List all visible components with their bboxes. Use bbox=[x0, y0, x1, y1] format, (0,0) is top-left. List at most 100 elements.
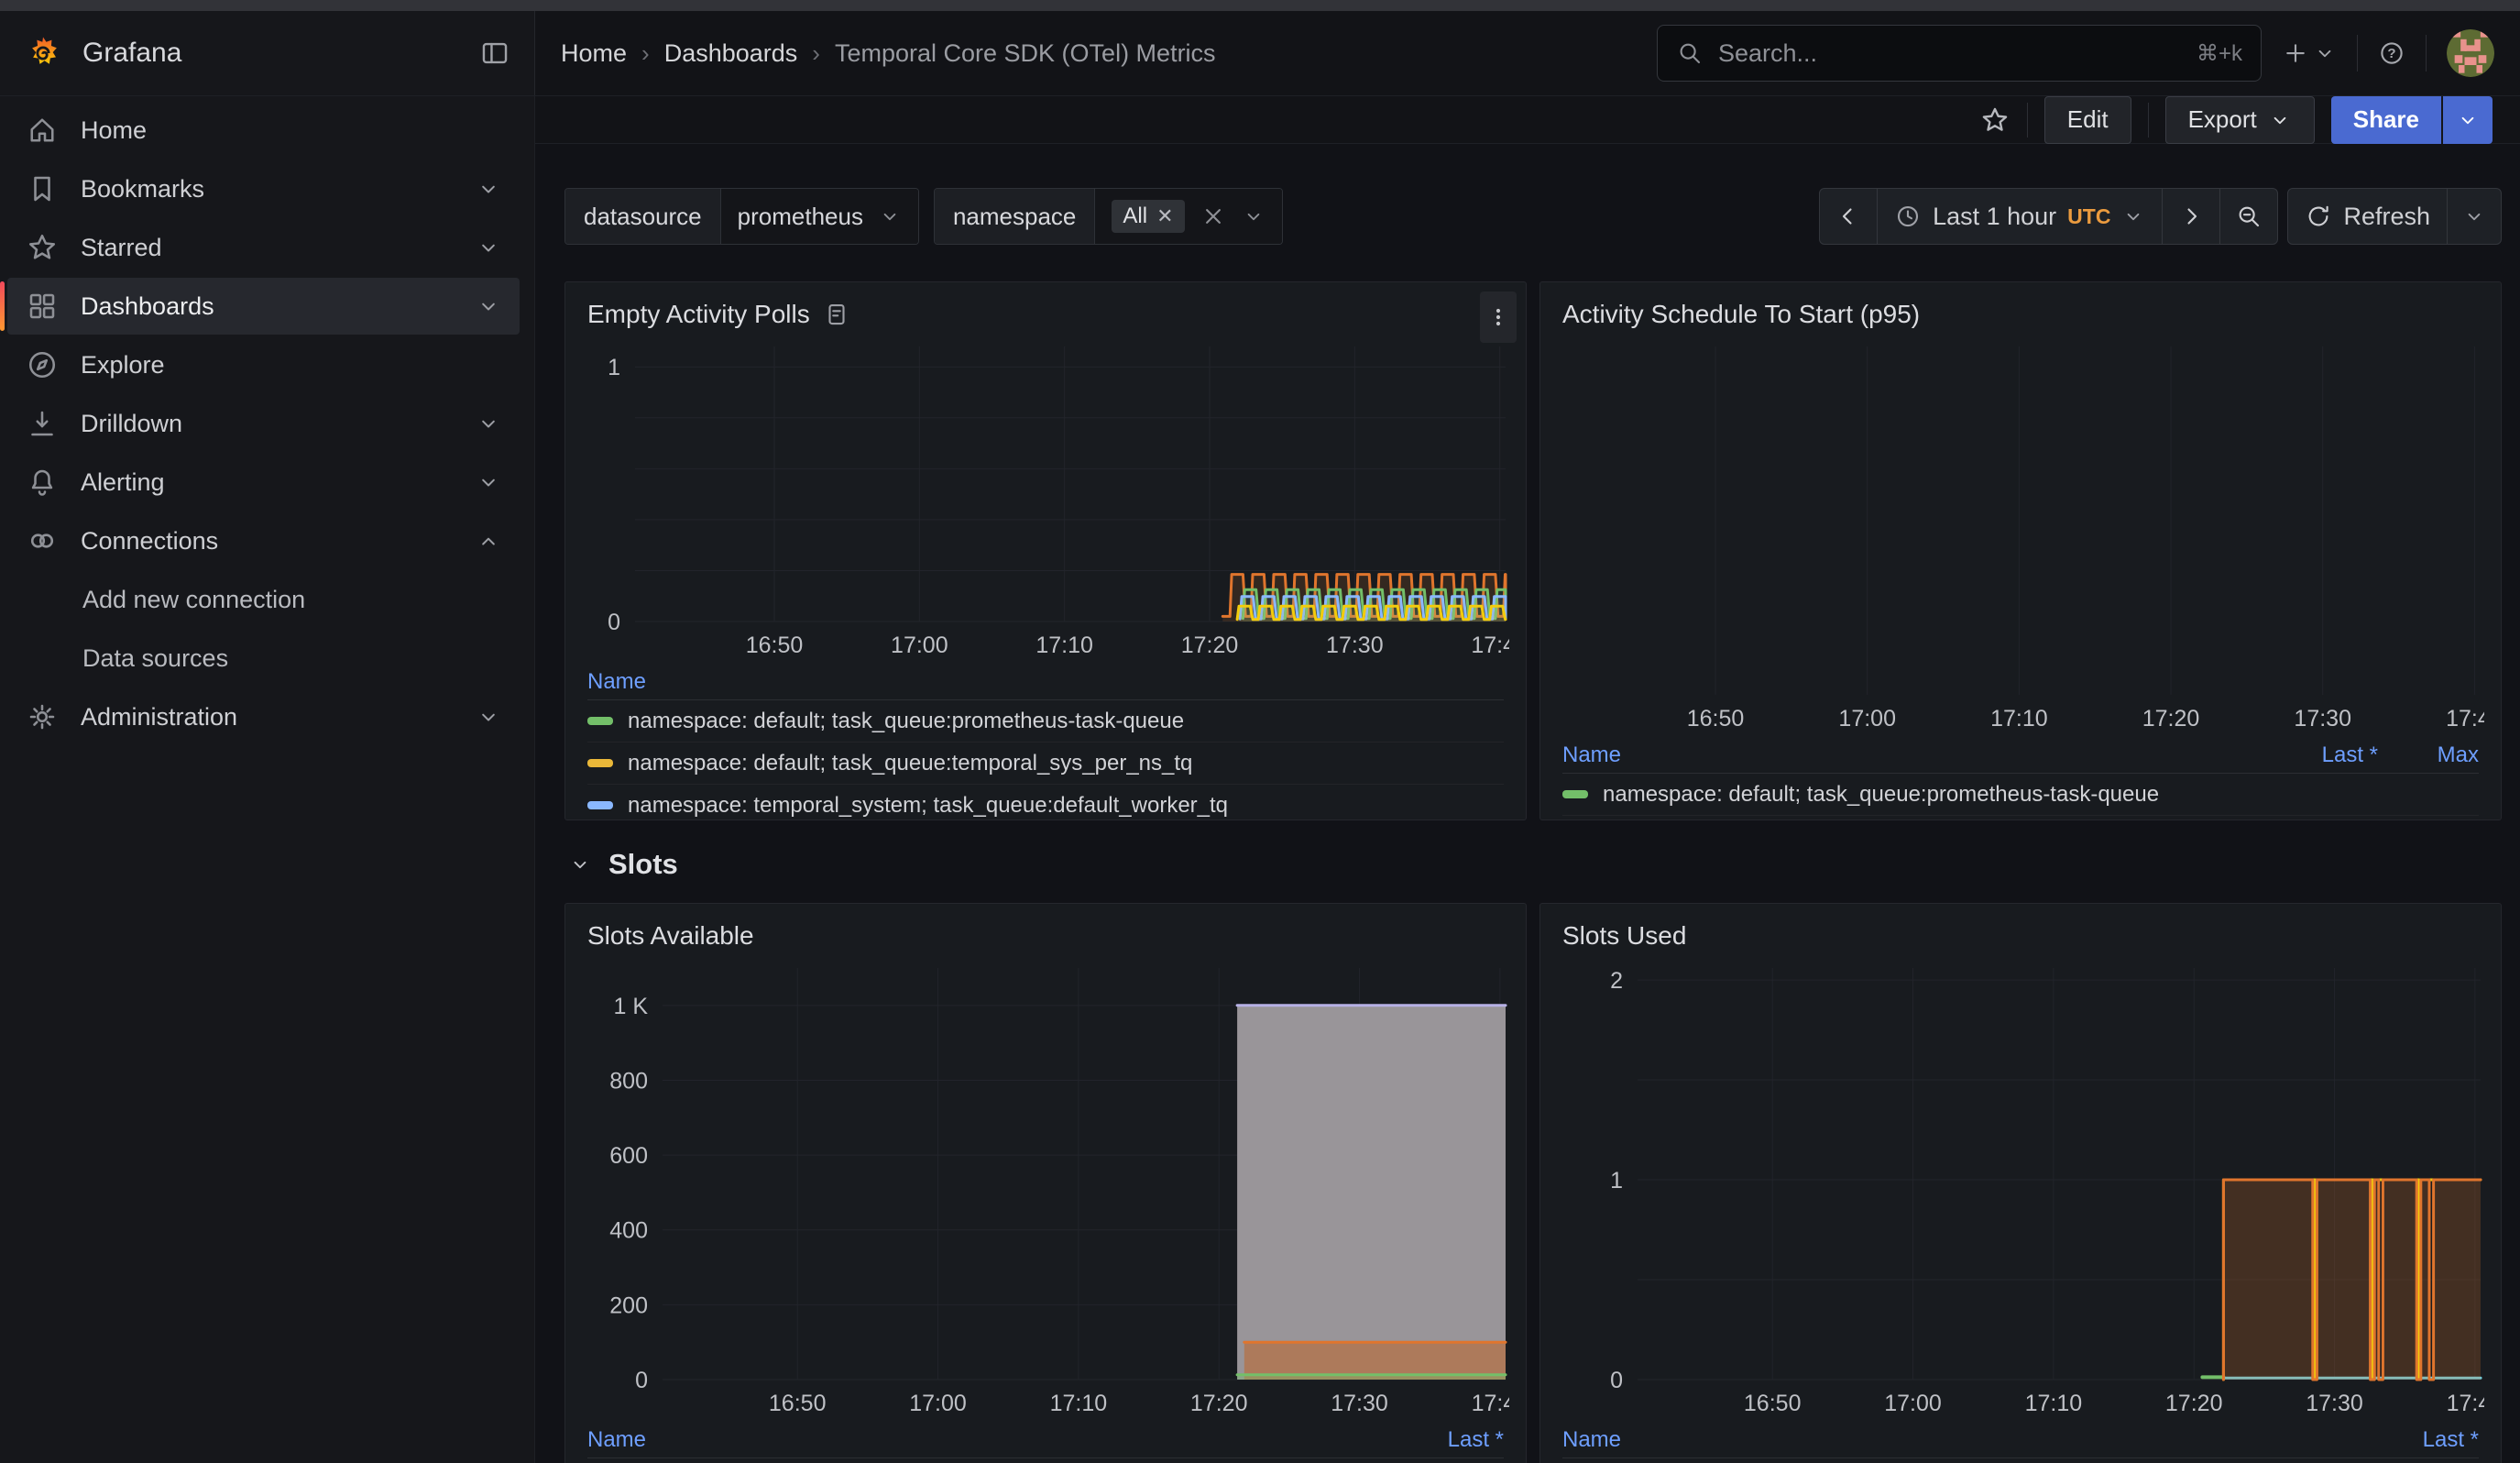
sidebar-item-drilldown[interactable]: Drilldown bbox=[7, 395, 520, 452]
breadcrumb-item[interactable]: Home bbox=[561, 38, 628, 67]
chevron-down-icon[interactable] bbox=[476, 469, 501, 495]
sidebar-item-connections[interactable]: Connections bbox=[7, 512, 520, 569]
legend-row[interactable]: namespace: default; task_queue:prometheu… bbox=[587, 700, 1504, 742]
sidebar-toggle-icon[interactable] bbox=[479, 38, 510, 69]
legend-row[interactable]: namespace: default; task_queue:prometheu… bbox=[1562, 1458, 2479, 1463]
series-name: namespace: default; task_queue:temporal_… bbox=[628, 750, 1193, 776]
help-button[interactable]: ? bbox=[2378, 39, 2405, 67]
chip-remove-icon[interactable]: ✕ bbox=[1156, 204, 1174, 227]
sidebar-item-administration[interactable]: Administration bbox=[7, 688, 520, 745]
chevron-down-icon[interactable] bbox=[476, 235, 501, 260]
svg-text:17:20: 17:20 bbox=[1181, 632, 1239, 658]
divider bbox=[2357, 35, 2358, 72]
panel-description-icon[interactable] bbox=[823, 301, 850, 328]
sidebar-item-explore[interactable]: Explore bbox=[7, 336, 520, 393]
star-icon bbox=[26, 231, 59, 264]
panel-title-text[interactable]: Slots Used bbox=[1562, 921, 1687, 950]
chevron-up-icon[interactable] bbox=[476, 528, 501, 554]
breadcrumb-item[interactable]: Dashboards bbox=[663, 38, 798, 67]
sidebar-item-label: Home bbox=[81, 116, 148, 144]
svg-text:17:00: 17:00 bbox=[909, 1391, 967, 1416]
namespace-select[interactable]: All ✕ bbox=[1094, 189, 1282, 244]
legend-column-name[interactable]: Name bbox=[587, 668, 647, 694]
chevron-down-icon[interactable] bbox=[476, 293, 501, 319]
legend-row[interactable]: namespace: default; task_queue:prometheu… bbox=[1562, 774, 2479, 816]
legend-column-last[interactable]: Last * bbox=[2422, 1426, 2479, 1452]
refresh-interval-button[interactable] bbox=[2447, 189, 2501, 244]
chevron-down-icon[interactable] bbox=[476, 704, 501, 730]
panel-title-text[interactable]: Empty Activity Polls bbox=[587, 300, 810, 328]
svg-text:600: 600 bbox=[609, 1143, 648, 1169]
add-new-button[interactable] bbox=[2282, 39, 2337, 67]
panel-legend: Name namespace: default; task_queue:prome… bbox=[582, 664, 1509, 820]
export-button[interactable]: Export bbox=[2164, 95, 2315, 144]
sidebar-item-add-new-connection[interactable]: Add new connection bbox=[7, 571, 520, 628]
panel-menu-button[interactable] bbox=[1480, 292, 1517, 343]
sidebar-item-alerting[interactable]: Alerting bbox=[7, 454, 520, 511]
svg-text:0: 0 bbox=[1610, 1368, 1623, 1393]
time-back-button[interactable] bbox=[1820, 189, 1877, 244]
chevron-down-icon[interactable] bbox=[476, 411, 501, 436]
svg-text:?: ? bbox=[2387, 46, 2395, 61]
series-name: namespace: default; task_queue:prometheu… bbox=[628, 708, 1185, 733]
legend-header: Name Last * bbox=[587, 1422, 1504, 1458]
sidebar-item-label: Dashboards bbox=[81, 292, 214, 320]
time-forward-button[interactable] bbox=[2162, 189, 2219, 244]
namespace-chip[interactable]: All ✕ bbox=[1112, 200, 1185, 233]
chevron-down-icon[interactable] bbox=[476, 176, 501, 202]
chevron-left-icon bbox=[1835, 203, 1862, 230]
star-dashboard-button[interactable] bbox=[1979, 104, 2011, 136]
row-toggle-slots[interactable]: Slots bbox=[568, 842, 2502, 886]
share-button[interactable]: Share bbox=[2330, 95, 2441, 144]
panel-title-text[interactable]: Slots Available bbox=[587, 921, 754, 950]
search-icon bbox=[1676, 39, 1704, 67]
legend-column-last[interactable]: Last * bbox=[2321, 742, 2378, 767]
breadcrumb-separator: › bbox=[812, 38, 820, 67]
svg-text:1: 1 bbox=[608, 355, 620, 380]
panel-legend: Name Last * Max namespace: default; task_qu… bbox=[1557, 737, 2484, 816]
sidebar-item-bookmarks[interactable]: Bookmarks bbox=[7, 160, 520, 217]
avatar[interactable] bbox=[2447, 29, 2494, 77]
window-top-strip bbox=[0, 0, 2520, 11]
sidebar-item-data-sources[interactable]: Data sources bbox=[7, 630, 520, 687]
sidebar-item-home[interactable]: Home bbox=[7, 102, 520, 159]
time-range-picker[interactable]: Last 1 hour UTC bbox=[1877, 189, 2162, 244]
zoom-out-button[interactable] bbox=[2219, 189, 2277, 244]
edit-button[interactable]: Edit bbox=[2043, 95, 2131, 144]
svg-text:16:50: 16:50 bbox=[1687, 706, 1745, 732]
legend-row[interactable]: namespace: default; task_queue:prometheu… bbox=[587, 1458, 1504, 1463]
sidebar-item-starred[interactable]: Starred bbox=[7, 219, 520, 276]
panel-title-text[interactable]: Activity Schedule To Start (p95) bbox=[1562, 300, 1921, 328]
timeseries-chart[interactable]: 16:50 17:00 17:10 17:20 17:30 17:40 0 200 400 600… bbox=[582, 959, 1509, 1422]
sidebar-item-dashboards[interactable]: Dashboards bbox=[0, 278, 520, 335]
connections-icon bbox=[26, 524, 59, 557]
legend-row[interactable]: namespace: default; task_queue:temporal_… bbox=[587, 742, 1504, 785]
legend-column-max[interactable]: Max bbox=[2437, 742, 2479, 767]
legend-column-name[interactable]: Name bbox=[1562, 742, 1622, 767]
namespace-label: namespace bbox=[934, 189, 1095, 244]
legend-column-name[interactable]: Name bbox=[587, 1426, 647, 1452]
search-input[interactable]: Search... ⌘+k bbox=[1657, 25, 2262, 82]
panel-title: Empty Activity Polls bbox=[582, 292, 1509, 337]
row-title: Slots bbox=[608, 848, 678, 880]
chevron-down-icon bbox=[2268, 108, 2292, 132]
panel-title: Activity Schedule To Start (p95) bbox=[1557, 292, 2484, 337]
chevron-down-icon bbox=[2121, 204, 2145, 228]
legend-column-name[interactable]: Name bbox=[1562, 1426, 1622, 1452]
legend-row[interactable]: namespace: temporal_system; task_queue:d… bbox=[587, 785, 1504, 820]
share-menu-button[interactable] bbox=[2441, 95, 2493, 144]
datasource-select[interactable]: prometheus bbox=[719, 189, 918, 244]
panel-title: Slots Used bbox=[1557, 913, 2484, 959]
svg-text:17:20: 17:20 bbox=[2142, 706, 2200, 732]
legend-column-last[interactable]: Last * bbox=[1447, 1426, 1504, 1452]
timeseries-chart[interactable]: 16:50 17:00 17:10 17:20 17:30 17:40 bbox=[1557, 337, 2484, 737]
plus-icon bbox=[2282, 39, 2309, 67]
refresh-button[interactable]: Refresh bbox=[2288, 189, 2447, 244]
timeseries-chart[interactable]: 16:50 17:00 17:10 17:20 17:30 17:40 0 1 2 bbox=[1557, 959, 2484, 1422]
clear-icon[interactable] bbox=[1200, 203, 1227, 230]
timeseries-chart[interactable]: 16:50 17:00 17:10 17:20 17:30 17:40 0 1 bbox=[582, 337, 1509, 664]
divider bbox=[2147, 102, 2149, 138]
sidebar-item-label: Add new connection bbox=[82, 585, 306, 613]
search-placeholder: Search... bbox=[1718, 38, 1818, 67]
kebab-menu-icon bbox=[1485, 304, 1511, 330]
